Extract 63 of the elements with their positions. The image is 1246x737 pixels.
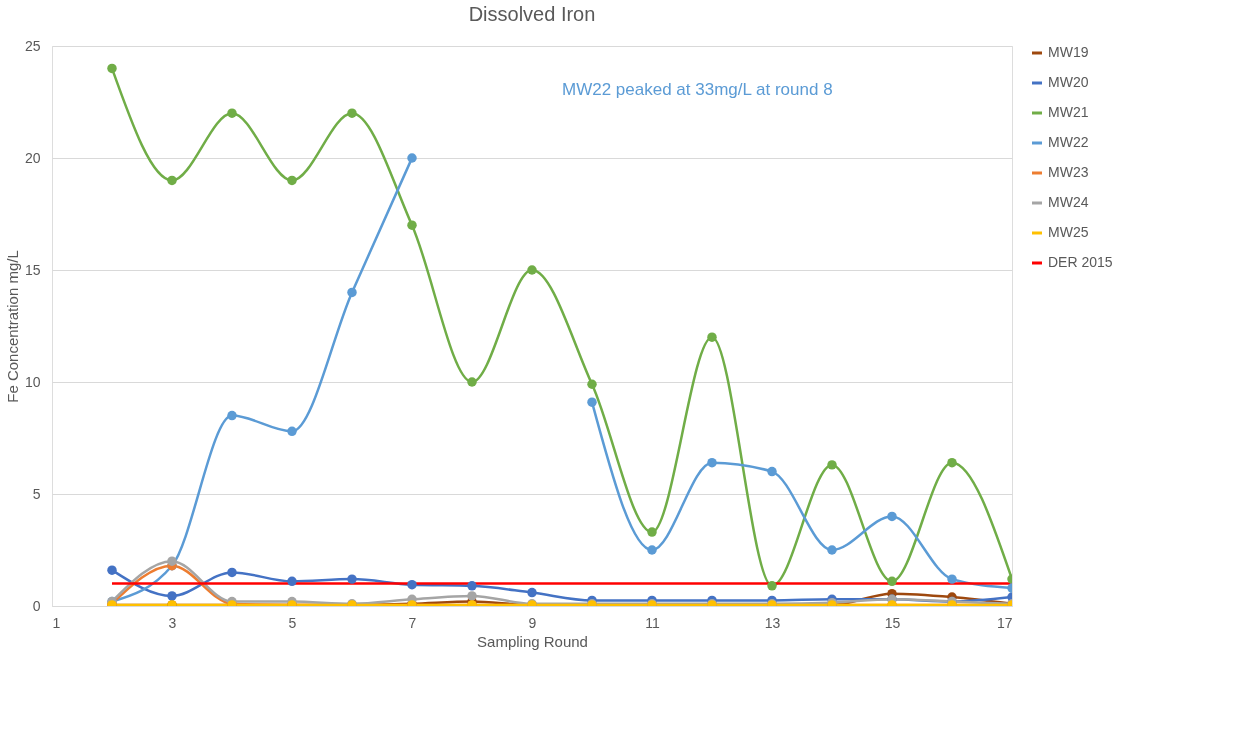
x-axis-title: Sampling Round xyxy=(477,632,588,650)
x-tick-label: 1 xyxy=(52,614,61,631)
point xyxy=(767,581,777,591)
point xyxy=(227,108,237,118)
legend-label: MW20 xyxy=(1048,74,1089,90)
point xyxy=(647,545,657,555)
point xyxy=(407,220,417,230)
point xyxy=(107,63,117,74)
point xyxy=(347,287,357,298)
legend-label: MW24 xyxy=(1048,194,1089,210)
x-tick-label: 17 xyxy=(996,614,1013,631)
point xyxy=(527,587,537,598)
y-axis-title: Fe Concentration mg/L xyxy=(3,250,21,403)
point xyxy=(467,591,477,601)
point xyxy=(707,332,717,342)
point xyxy=(647,527,657,537)
point xyxy=(827,545,837,555)
point xyxy=(227,410,237,421)
y-tick-label: 0 xyxy=(32,597,41,614)
point xyxy=(407,153,417,163)
point xyxy=(827,460,837,470)
legend-label: MW25 xyxy=(1048,224,1089,240)
point xyxy=(887,576,897,587)
legend-label: MW22 xyxy=(1048,134,1089,150)
x-tick-label: 3 xyxy=(168,614,177,631)
x-tick-label: 7 xyxy=(408,614,417,631)
point xyxy=(167,175,177,186)
legend-label: MW21 xyxy=(1048,104,1089,120)
y-tick-label: 15 xyxy=(24,261,41,278)
point xyxy=(287,175,297,186)
point xyxy=(527,265,537,275)
point xyxy=(347,108,357,118)
point xyxy=(947,457,957,468)
legend-label: MW19 xyxy=(1048,44,1089,60)
point xyxy=(707,457,717,468)
legend-label: DER 2015 xyxy=(1048,254,1113,270)
point xyxy=(287,426,297,437)
point xyxy=(467,377,477,387)
point xyxy=(587,379,597,389)
legend-label: MW23 xyxy=(1048,164,1089,180)
annotation: MW22 peaked at 33mg/L at round 8 xyxy=(562,80,833,99)
x-tick-label: 9 xyxy=(528,614,537,631)
point xyxy=(347,574,357,584)
chart-title: Dissolved Iron xyxy=(468,3,596,25)
y-tick-label: 20 xyxy=(24,149,41,166)
point xyxy=(407,579,417,590)
x-tick-label: 15 xyxy=(884,614,901,631)
point xyxy=(227,567,237,578)
x-tick-label: 13 xyxy=(764,614,781,631)
point xyxy=(887,511,897,522)
point xyxy=(287,576,297,587)
point xyxy=(587,397,597,407)
point xyxy=(767,466,777,477)
x-tick-label: 5 xyxy=(288,614,297,631)
point xyxy=(167,591,177,601)
y-tick-label: 5 xyxy=(32,485,41,502)
point xyxy=(947,574,957,584)
point xyxy=(167,556,177,566)
point xyxy=(467,581,477,591)
x-tick-label: 11 xyxy=(645,614,660,631)
y-tick-label: 25 xyxy=(24,37,41,54)
y-tick-label: 10 xyxy=(24,373,41,390)
point xyxy=(107,565,117,575)
